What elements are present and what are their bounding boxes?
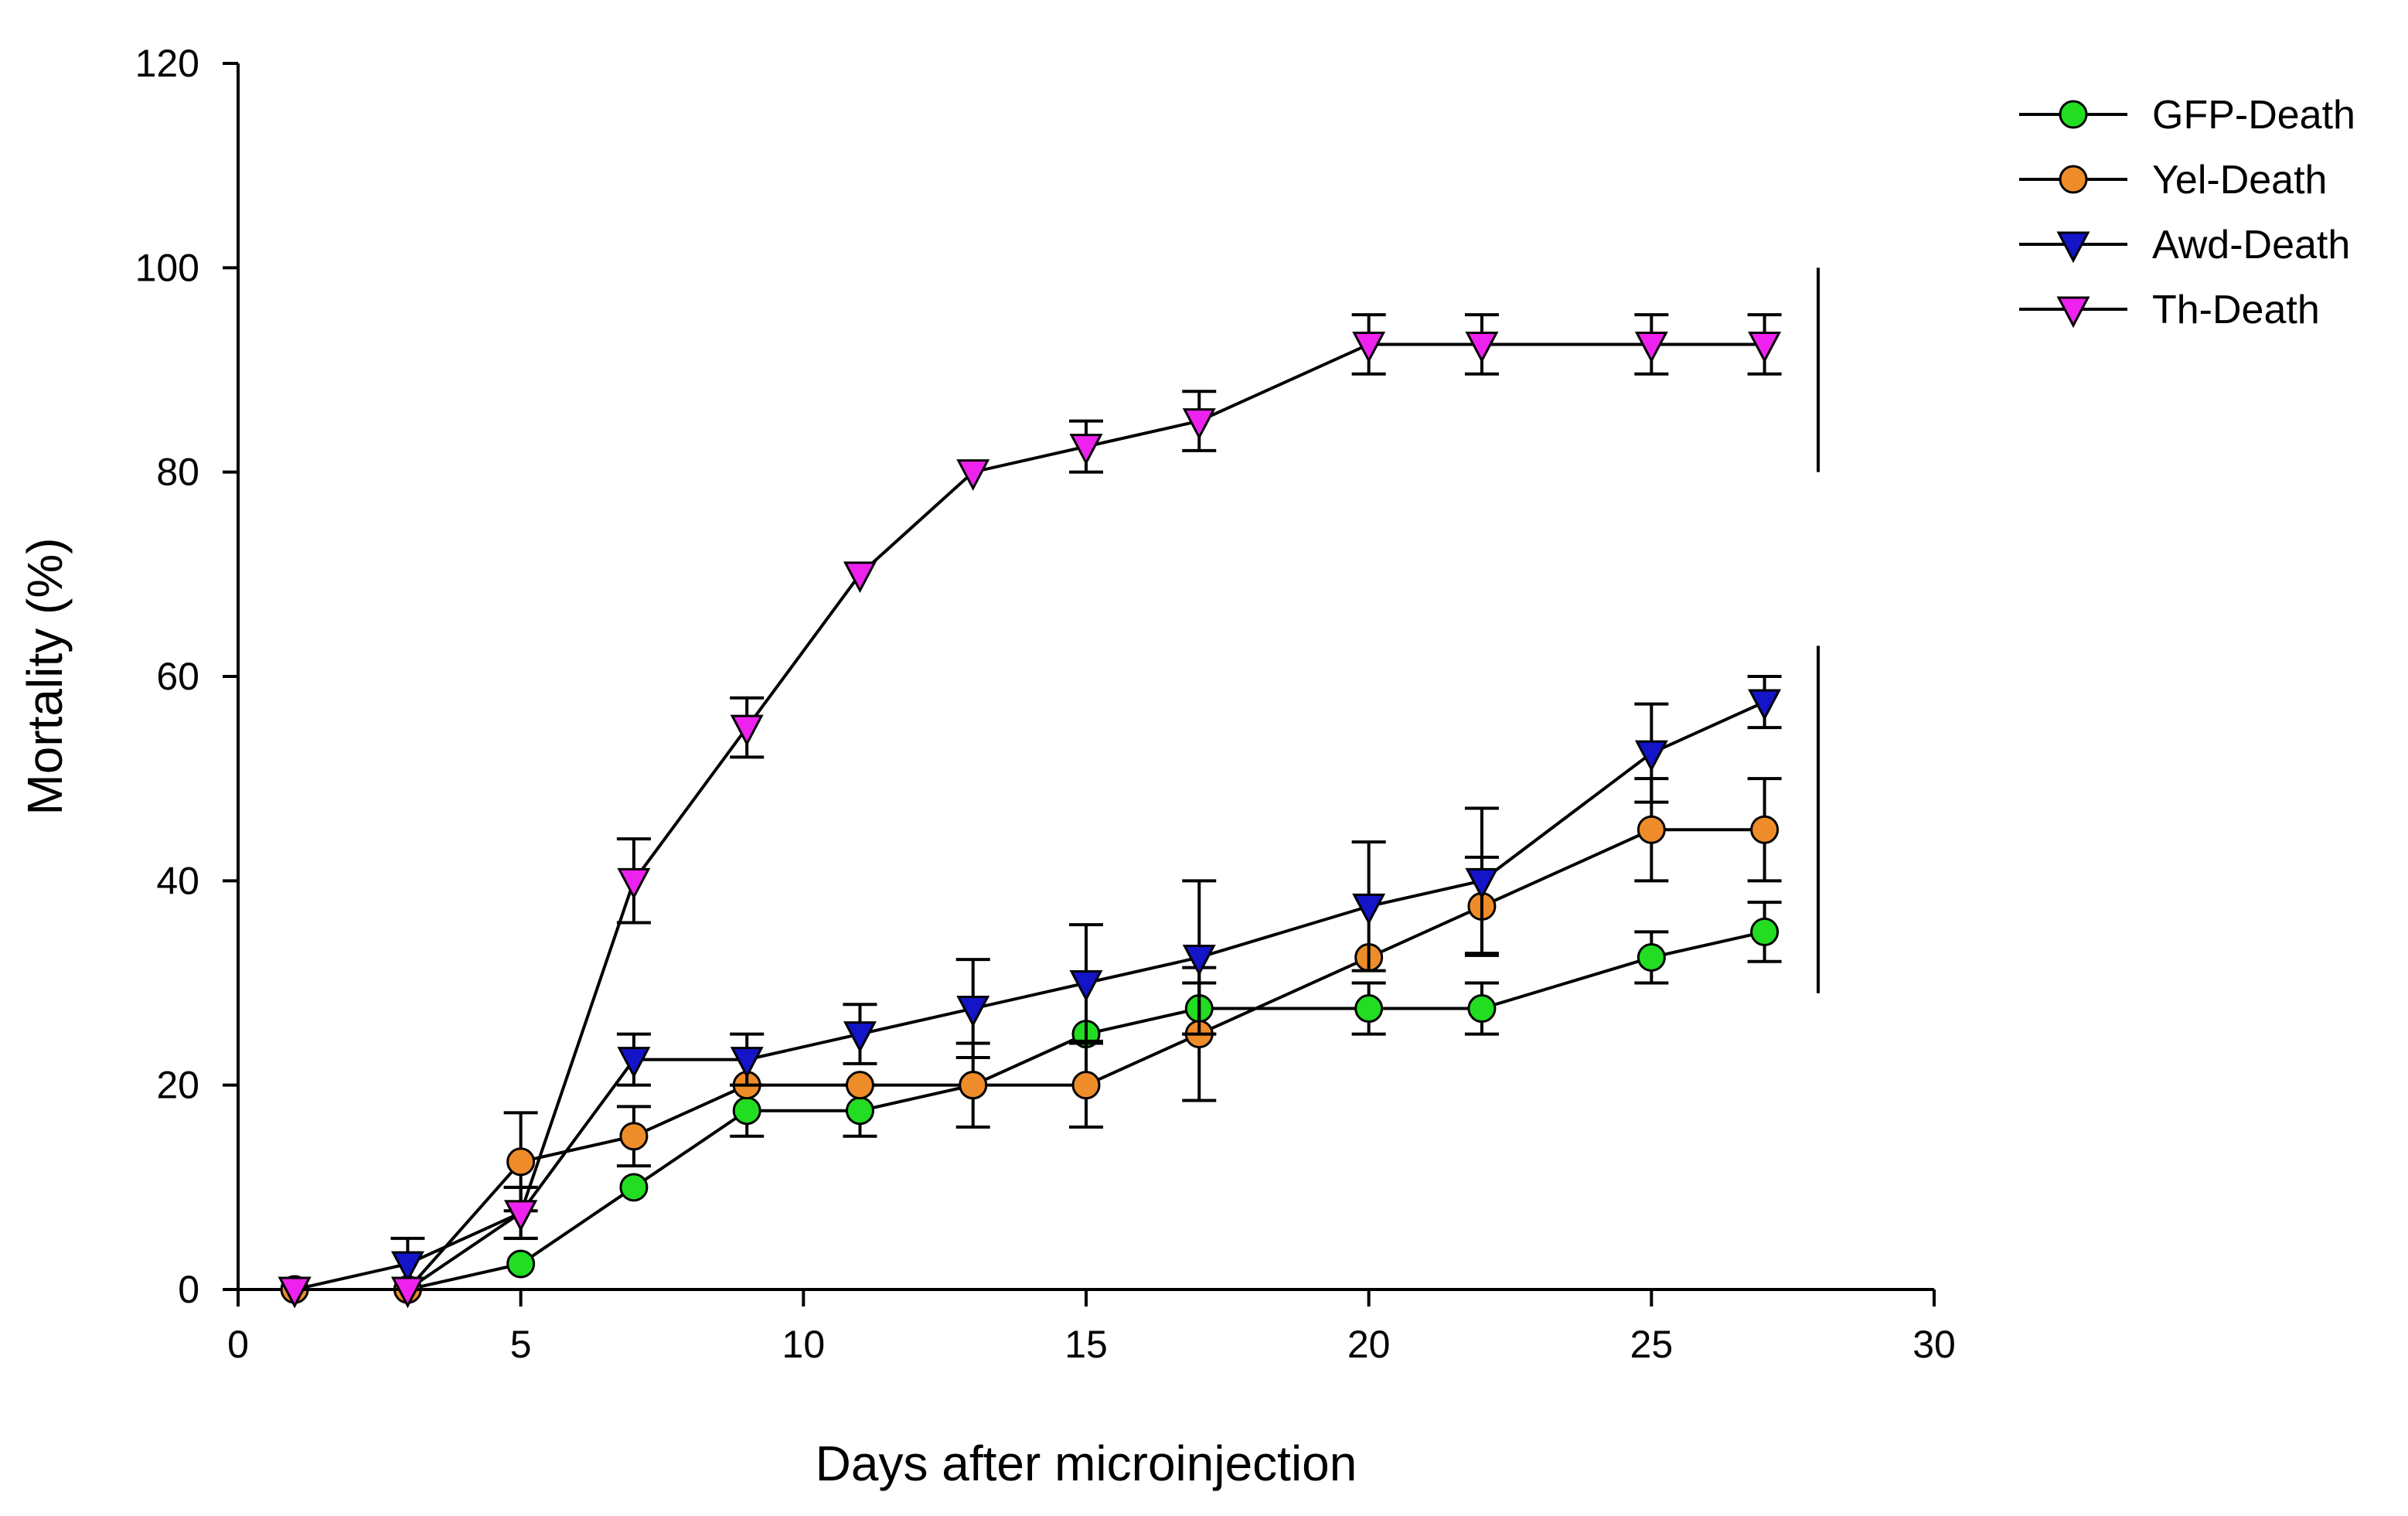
data-point bbox=[619, 1173, 649, 1202]
x-axis: 0 5 10 15 20 25 30 Days after microinjection bbox=[227, 1288, 1956, 1491]
y-tick-label: 120 bbox=[135, 42, 199, 85]
data-point bbox=[1182, 944, 1216, 976]
legend-item-th-death: Th-Death bbox=[2019, 288, 2320, 332]
series-line-gfp-death bbox=[295, 930, 1766, 1291]
data-point bbox=[278, 1276, 312, 1309]
x-tick-label: 20 bbox=[1347, 1323, 1391, 1366]
x-tick-label: 30 bbox=[1912, 1323, 1956, 1366]
data-point bbox=[1465, 867, 1499, 900]
legend-item-yel-death: Yel-Death bbox=[2019, 158, 2327, 203]
data-point bbox=[843, 561, 877, 594]
x-tick-label: 5 bbox=[510, 1323, 532, 1366]
legend-item-gfp-death: GFP-Death bbox=[2019, 93, 2355, 138]
data-point bbox=[1071, 1071, 1101, 1100]
data-point bbox=[845, 1071, 874, 1100]
legend-label: Th-Death bbox=[2152, 288, 2320, 332]
data-point bbox=[1467, 994, 1497, 1024]
legend-marker-icon bbox=[2056, 296, 2090, 329]
data-point bbox=[617, 1047, 651, 1078]
data-point bbox=[1637, 942, 1666, 972]
plot-area bbox=[278, 313, 1782, 1309]
data-point bbox=[1637, 815, 1666, 844]
x-tick-label: 25 bbox=[1630, 1323, 1674, 1366]
x-ticks: 0 5 10 15 20 25 30 bbox=[227, 1289, 1956, 1366]
y-tick-label: 60 bbox=[156, 655, 199, 698]
data-point bbox=[506, 1249, 536, 1279]
legend-label: Awd-Death bbox=[2152, 223, 2350, 267]
data-point bbox=[732, 1096, 761, 1126]
legend-label: Yel-Death bbox=[2152, 158, 2327, 203]
data-point bbox=[1750, 815, 1780, 844]
data-point bbox=[956, 459, 990, 491]
data-point bbox=[730, 714, 764, 747]
y-ticks: 0 20 40 60 80 100 120 bbox=[135, 42, 238, 1311]
data-point bbox=[1354, 994, 1384, 1024]
data-point bbox=[504, 1200, 538, 1232]
data-point bbox=[1352, 893, 1386, 925]
data-point bbox=[1069, 434, 1103, 465]
legend-label: GFP-Death bbox=[2152, 93, 2355, 138]
x-tick-label: 0 bbox=[227, 1323, 249, 1366]
y-axis-title: Mortality (%) bbox=[17, 537, 73, 815]
data-point bbox=[959, 1071, 988, 1100]
data-point bbox=[1182, 408, 1216, 440]
data-point bbox=[730, 1047, 764, 1078]
data-point bbox=[1069, 970, 1103, 1002]
data-point bbox=[1634, 740, 1668, 772]
data-point bbox=[1750, 917, 1780, 946]
legend-marker-icon bbox=[2059, 100, 2088, 129]
series-gfp-death bbox=[280, 901, 1782, 1304]
y-axis: 0 20 40 60 80 100 120 Mortality (%) bbox=[17, 42, 240, 1311]
data-point bbox=[390, 1276, 424, 1309]
legend: GFP-Death Yel-Death Awd-Death Th-Death bbox=[2019, 93, 2355, 332]
y-tick-label: 40 bbox=[156, 859, 199, 902]
y-tick-label: 20 bbox=[156, 1064, 199, 1107]
legend-marker-icon bbox=[2056, 231, 2090, 264]
y-tick-label: 80 bbox=[156, 451, 199, 494]
legend-item-awd-death: Awd-Death bbox=[2019, 223, 2350, 267]
data-point bbox=[1634, 331, 1668, 363]
data-point bbox=[1465, 331, 1499, 363]
data-point bbox=[506, 1147, 536, 1177]
data-point bbox=[1748, 331, 1782, 363]
data-point bbox=[390, 1251, 424, 1283]
x-tick-label: 15 bbox=[1064, 1323, 1108, 1366]
y-tick-label: 100 bbox=[135, 246, 199, 289]
data-point bbox=[1352, 331, 1386, 363]
y-tick-label: 0 bbox=[178, 1268, 199, 1311]
data-point bbox=[845, 1096, 874, 1126]
data-point bbox=[1748, 689, 1782, 721]
series-th-death bbox=[278, 313, 1782, 1309]
legend-marker-icon bbox=[2059, 165, 2088, 194]
data-point bbox=[617, 867, 651, 900]
data-point bbox=[956, 996, 990, 1027]
x-tick-label: 10 bbox=[782, 1323, 826, 1366]
data-point bbox=[619, 1122, 649, 1151]
x-axis-title: Days after microinjection bbox=[816, 1436, 1357, 1491]
series-line-th-death bbox=[295, 342, 1765, 1291]
data-point bbox=[843, 1021, 877, 1053]
